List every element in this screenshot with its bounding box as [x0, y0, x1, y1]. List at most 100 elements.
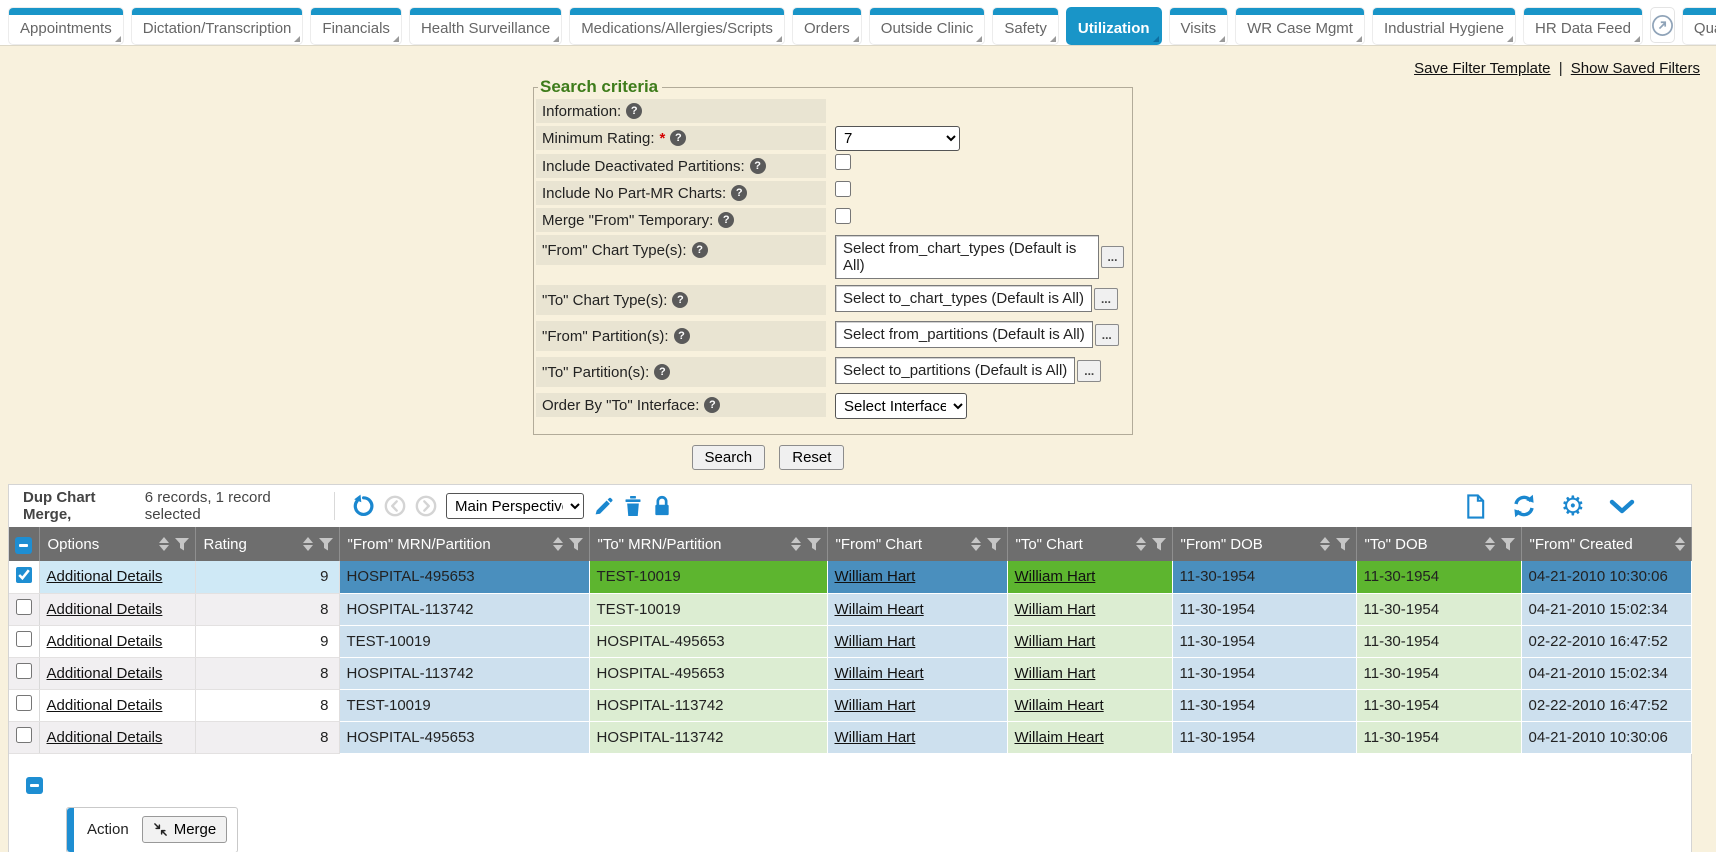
sort-icon[interactable]: [158, 537, 169, 551]
help-icon[interactable]: ?: [691, 242, 708, 258]
sort-icon[interactable]: [302, 537, 313, 551]
column-header-from-chart[interactable]: "From" Chart: [827, 527, 1008, 561]
to-partitions-picker[interactable]: Select to_partitions (Default is All): [835, 357, 1076, 384]
from-partitions-picker[interactable]: Select from_partitions (Default is All): [835, 321, 1093, 348]
to-chart-link[interactable]: William Hart: [1014, 600, 1096, 618]
order-by-to-interface-select[interactable]: Select Interface: [835, 393, 967, 419]
to-partitions-browse-button[interactable]: ...: [1077, 359, 1102, 382]
include-no-part-mr-charts-checkbox[interactable]: [835, 181, 851, 197]
from-chart-link[interactable]: Willaim Heart: [834, 600, 924, 618]
from-chart-link[interactable]: William Hart: [834, 728, 916, 746]
merge-button[interactable]: Merge: [141, 816, 228, 843]
help-icon[interactable]: ?: [749, 158, 766, 174]
row-select-checkbox[interactable]: [15, 663, 32, 679]
column-header-from-mrn-partition[interactable]: "From" MRN/Partition: [339, 527, 590, 561]
tab-financials[interactable]: Financials: [310, 7, 402, 45]
tab-safety[interactable]: Safety: [992, 7, 1059, 45]
column-header-rating[interactable]: Rating: [195, 527, 340, 561]
help-icon[interactable]: ?: [673, 328, 690, 344]
tab-dictation-transcription[interactable]: Dictation/Transcription: [130, 7, 304, 45]
row-select-checkbox[interactable]: [15, 727, 32, 743]
from-chart-link[interactable]: William Hart: [834, 568, 916, 586]
additional-details-link[interactable]: Additional Details: [46, 632, 163, 650]
lock-icon[interactable]: [652, 495, 672, 517]
additional-details-link[interactable]: Additional Details: [46, 568, 163, 586]
row-select-checkbox[interactable]: [15, 695, 32, 711]
additional-details-link[interactable]: Additional Details: [46, 728, 163, 746]
tab-appointments[interactable]: Appointments: [8, 7, 124, 45]
next-page-icon[interactable]: [415, 495, 437, 517]
select-all-toggle[interactable]: [15, 537, 33, 554]
to-chart-link[interactable]: William Hart: [1014, 568, 1096, 586]
search-button[interactable]: Search: [691, 445, 766, 470]
column-header-options[interactable]: Options: [39, 527, 196, 561]
sort-icon[interactable]: [970, 537, 981, 551]
column-header-from-created[interactable]: "From" Created: [1521, 527, 1692, 561]
show-saved-filters-link[interactable]: Show Saved Filters: [1570, 60, 1700, 77]
to-chart-types-browse-button[interactable]: ...: [1093, 287, 1118, 310]
to-chart-link[interactable]: Willaim Heart: [1014, 728, 1104, 746]
help-icon[interactable]: ?: [670, 130, 687, 146]
tab-utilization[interactable]: Utilization: [1065, 7, 1162, 45]
include-deactivated-partitions-checkbox[interactable]: [835, 154, 851, 170]
filter-funnel-icon[interactable]: [806, 537, 821, 551]
row-select-checkbox[interactable]: [15, 631, 32, 647]
to-chart-types-picker[interactable]: Select to_chart_types (Default is All): [835, 285, 1092, 312]
filter-funnel-icon[interactable]: [1151, 537, 1166, 551]
from-chart-types-browse-button[interactable]: ...: [1100, 246, 1124, 268]
sort-icon[interactable]: [1484, 537, 1495, 551]
to-chart-link[interactable]: William Hart: [1014, 632, 1096, 650]
help-icon[interactable]: ?: [731, 185, 748, 201]
from-chart-types-picker[interactable]: Select from_chart_types (Default is All): [835, 235, 1099, 279]
filter-funnel-icon[interactable]: [318, 537, 333, 551]
tab-hr-data-feed[interactable]: HR Data Feed: [1523, 7, 1643, 45]
to-chart-link[interactable]: Willaim Heart: [1014, 696, 1104, 714]
collapse-chevron-icon[interactable]: [1609, 499, 1635, 514]
from-partitions-browse-button[interactable]: ...: [1094, 323, 1119, 346]
previous-page-icon[interactable]: [384, 495, 406, 517]
help-icon[interactable]: ?: [654, 364, 671, 380]
settings-gear-icon[interactable]: ⚙: [1560, 491, 1585, 521]
column-header-to-chart[interactable]: "To" Chart: [1007, 527, 1173, 561]
delete-trash-icon[interactable]: [623, 495, 643, 517]
sort-icon[interactable]: [1135, 537, 1146, 551]
filter-funnel-icon[interactable]: [1335, 537, 1350, 551]
column-header-from-dob[interactable]: "From" DOB: [1172, 527, 1357, 561]
tab-health-surveillance[interactable]: Health Surveillance: [408, 7, 563, 45]
save-filter-template-link[interactable]: Save Filter Template: [1414, 60, 1551, 77]
help-icon[interactable]: ?: [718, 212, 735, 228]
filter-funnel-icon[interactable]: [1500, 537, 1515, 551]
sort-icon[interactable]: [1674, 537, 1685, 551]
tab-visits[interactable]: Visits: [1168, 7, 1229, 45]
filter-funnel-icon[interactable]: [986, 537, 1001, 551]
merge-from-temporary-checkbox[interactable]: [835, 208, 851, 224]
perspective-select[interactable]: Main Perspective: [446, 493, 584, 519]
from-chart-link[interactable]: Willaim Heart: [834, 664, 924, 682]
row-select-checkbox[interactable]: [15, 599, 32, 615]
undo-icon[interactable]: [351, 494, 375, 518]
from-chart-link[interactable]: William Hart: [834, 696, 916, 714]
tab-outside-clinic[interactable]: Outside Clinic: [868, 7, 986, 45]
sort-icon[interactable]: [790, 537, 801, 551]
additional-details-link[interactable]: Additional Details: [46, 600, 163, 618]
tab-medications-allergies-scripts[interactable]: Medications/Allergies/Scripts: [569, 7, 785, 45]
help-icon[interactable]: ?: [626, 103, 643, 119]
sort-icon[interactable]: [552, 537, 563, 551]
tab-quality-of-care[interactable]: Quality of Care: [1681, 7, 1716, 45]
tab-industrial-hygiene[interactable]: Industrial Hygiene: [1371, 7, 1517, 45]
tab-orders[interactable]: Orders: [791, 7, 862, 45]
reset-button[interactable]: Reset: [779, 445, 845, 470]
sort-icon[interactable]: [1319, 537, 1330, 551]
additional-details-link[interactable]: Additional Details: [46, 664, 163, 682]
row-select-checkbox[interactable]: [15, 566, 32, 583]
help-icon[interactable]: ?: [704, 397, 721, 413]
from-chart-link[interactable]: William Hart: [834, 632, 916, 650]
help-icon[interactable]: ?: [672, 292, 689, 308]
new-document-icon[interactable]: [1464, 493, 1487, 519]
tab-wr-case-mgmt[interactable]: WR Case Mgmt: [1235, 7, 1365, 45]
edit-pencil-icon[interactable]: [593, 496, 614, 517]
minimum-rating-select[interactable]: 7: [835, 126, 960, 151]
column-header-to-dob[interactable]: "To" DOB: [1356, 527, 1522, 561]
select-all-toggle[interactable]: [26, 776, 43, 794]
to-chart-link[interactable]: William Hart: [1014, 664, 1096, 682]
